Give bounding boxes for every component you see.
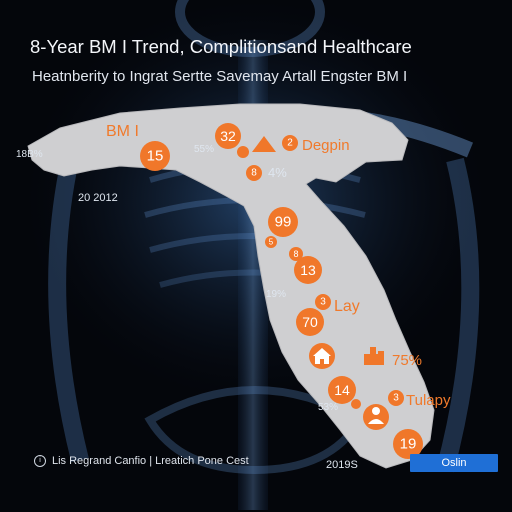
marker-8[interactable]: 8 <box>246 165 262 181</box>
marker-5[interactable]: 5 <box>265 236 277 248</box>
marker-2[interactable]: 2 <box>282 135 298 151</box>
label-pct-53: 53% <box>318 402 338 413</box>
marker-3b[interactable]: 3 <box>388 390 404 406</box>
map-title: 8-Year BM I Trend, Complitionsand Health… <box>30 36 412 57</box>
footer-caption: i Lis Regrand Canfio | Lreatich Pone Ces… <box>34 455 249 467</box>
label-pct-left: 18B% <box>16 149 43 160</box>
marker-person[interactable] <box>363 404 389 430</box>
label-lay: Lay <box>334 298 360 315</box>
info-icon: i <box>34 455 46 467</box>
marker-triangle[interactable] <box>252 136 276 152</box>
triangle-icon <box>252 136 276 152</box>
marker-32[interactable]: 32 <box>215 123 241 149</box>
marker-19[interactable]: 19 <box>393 429 423 459</box>
marker-8b[interactable]: 8 <box>289 247 303 261</box>
map-subtitle: Heatnberity to Ingrat Sertte Savemay Art… <box>32 68 408 85</box>
footer-text: Lis Regrand Canfio | Lreatich Pone Cest <box>52 455 249 467</box>
marker-99[interactable]: 99 <box>268 207 298 237</box>
label-pct-55: 55% <box>194 144 214 155</box>
svg-text:32: 32 <box>220 128 236 144</box>
marker-small-1[interactable] <box>237 146 249 158</box>
svg-text:5: 5 <box>269 238 274 247</box>
svg-text:8: 8 <box>293 249 298 259</box>
label-pct-4: 4% <box>268 165 287 180</box>
svg-text:3: 3 <box>393 393 399 404</box>
label-pct-19: 19% <box>266 289 286 300</box>
svg-text:3: 3 <box>320 297 326 308</box>
svg-text:14: 14 <box>334 382 350 398</box>
label-degpin: Degpin <box>302 137 350 154</box>
svg-text:19: 19 <box>400 436 417 453</box>
marker-13[interactable]: 13 <box>294 256 322 284</box>
marker-70[interactable]: 70 <box>296 308 324 336</box>
svg-text:8: 8 <box>251 168 257 179</box>
label-pct-75: 75% <box>392 352 422 369</box>
svg-text:99: 99 <box>275 214 292 231</box>
marker-3[interactable]: 3 <box>315 294 331 310</box>
label-year-2019: 2019S <box>326 459 358 471</box>
land-shape <box>27 103 435 469</box>
marker-small-2[interactable] <box>351 399 361 409</box>
svg-text:70: 70 <box>302 314 318 330</box>
marker-15[interactable]: 15 <box>140 141 170 171</box>
svg-text:13: 13 <box>300 262 316 278</box>
person-icon <box>368 407 384 424</box>
svg-text:2: 2 <box>287 138 293 149</box>
label-bmi: BM I <box>106 123 139 140</box>
marker-chart[interactable] <box>364 347 384 365</box>
chart-icon <box>364 347 384 365</box>
footer-action-button[interactable]: Oslin <box>410 454 498 472</box>
marker-14[interactable]: 14 <box>328 376 356 404</box>
label-tulapy: Tulapy <box>406 392 451 409</box>
marker-house[interactable] <box>309 343 335 369</box>
svg-text:15: 15 <box>147 148 164 165</box>
house-icon <box>313 348 331 364</box>
label-year-2012: 20 2012 <box>78 192 118 204</box>
